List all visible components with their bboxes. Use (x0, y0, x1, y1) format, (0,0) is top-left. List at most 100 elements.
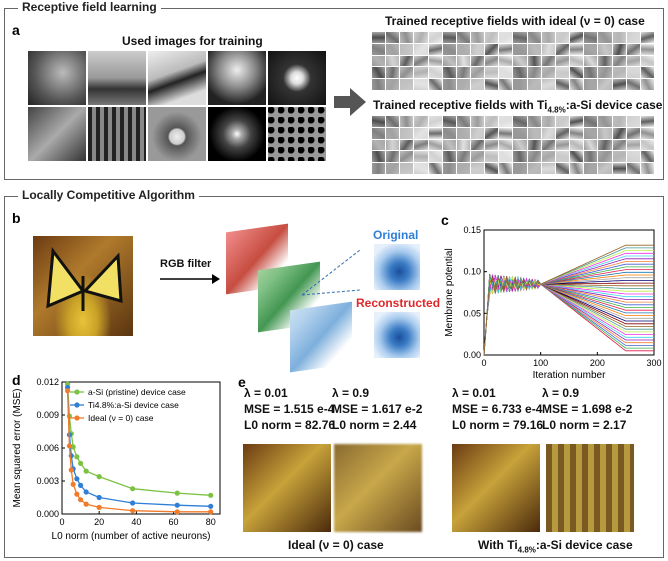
y-tick-label: 0.000 (36, 509, 59, 519)
receptive-field-tile (485, 163, 499, 174)
leopard-image (268, 107, 326, 161)
receptive-field-tile (471, 32, 485, 43)
receptive-field-tile (372, 151, 386, 163)
receptive-field-tile (640, 43, 654, 55)
receptive-field-tile (598, 55, 612, 67)
reconstructed-label: Reconstructed (356, 296, 441, 310)
x-tick-label: 60 (169, 517, 179, 527)
receptive-field-tile (612, 79, 626, 90)
receptive-field-tile (428, 151, 442, 163)
receptive-field-tile (485, 32, 499, 43)
e-caption-lambda: λ = 0.01 (244, 386, 288, 400)
receptive-field-tile (626, 32, 640, 43)
dashed-lines (301, 249, 361, 296)
used-images-title: Used images for training (122, 34, 263, 48)
e-caption-l0: L0 norm = 82.76 (244, 418, 336, 432)
e-caption-lambda: λ = 0.01 (452, 386, 496, 400)
receptive-field-tile (386, 116, 400, 127)
y-tick-label: 0.003 (36, 476, 59, 486)
data-point (77, 482, 84, 488)
receptive-field-tile (612, 127, 626, 139)
receptive-field-tile (598, 127, 612, 139)
receptive-field-tile (584, 32, 598, 43)
x-tick-label: 0 (481, 358, 486, 368)
receptive-field-tile (570, 55, 584, 67)
receptive-field-tile (414, 55, 428, 67)
receptive-field-tile (513, 79, 527, 90)
receptive-field-tile (428, 163, 442, 174)
receptive-field-tile (541, 163, 555, 174)
receptive-field-tile (527, 67, 541, 79)
receptive-field-tile (513, 163, 527, 174)
receptive-field-tile (414, 151, 428, 163)
receptive-field-tile (485, 43, 499, 55)
receptive-field-tile (640, 67, 654, 79)
receptive-field-tile (541, 116, 555, 127)
membrane-trace (483, 271, 654, 356)
receptive-field-tile (400, 116, 414, 127)
data-point (83, 489, 89, 495)
receptive-field-tile (527, 139, 541, 151)
receptive-field-tile (372, 55, 386, 67)
receptive-field-tile (400, 32, 414, 43)
receptive-field-tile (626, 163, 640, 174)
receptive-field-tile (386, 67, 400, 79)
receptive-field-tile (499, 127, 513, 139)
receptive-field-tile (499, 163, 513, 174)
membrane-trace (483, 244, 654, 356)
receptive-field-tile (442, 139, 456, 151)
receptive-field-tile (541, 79, 555, 90)
boat-image (88, 51, 146, 105)
receptive-field-tile (400, 79, 414, 90)
receptive-field-tile (584, 127, 598, 139)
data-point (83, 468, 89, 474)
receptive-field-tile (541, 43, 555, 55)
rgb-filter-label: RGB filter (160, 258, 212, 270)
receptive-field-tile (414, 139, 428, 151)
e-caption-lambda: λ = 0.9 (332, 386, 370, 400)
receptive-field-tile (499, 43, 513, 55)
receptive-field-tile (612, 116, 626, 127)
receptive-field-tile (598, 43, 612, 55)
receptive-field-tile (640, 32, 654, 43)
receptive-field-tile (598, 32, 612, 43)
rf-device-grid (372, 116, 654, 174)
receptive-field-tile (414, 163, 428, 174)
e-caption-mse: MSE = 1.698 e-2 (542, 402, 633, 416)
label-c: c (441, 212, 449, 228)
receptive-field-tile (428, 139, 442, 151)
receptive-field-tile (442, 43, 456, 55)
receptive-field-tile (471, 55, 485, 67)
receptive-field-tile (414, 67, 428, 79)
receptive-field-tile (541, 55, 555, 67)
membrane-chart: 0 100 200 300 0.00 0.05 0.10 0.15 Iteration numb… (444, 225, 662, 381)
receptive-field-tile (456, 139, 471, 151)
y-tick-label: 0.10 (463, 267, 481, 277)
data-point (66, 443, 73, 449)
receptive-field-tile (485, 116, 499, 127)
receptive-field-tile (499, 116, 513, 127)
receptive-field-tile (499, 151, 513, 163)
receptive-field-tile (640, 139, 654, 151)
receptive-field-tile (626, 55, 640, 67)
receptive-field-tile (442, 79, 456, 90)
receptive-field-tile (372, 127, 386, 139)
receptive-field-tile (555, 55, 570, 67)
label-d: d (12, 372, 21, 388)
y-axis-label: Mean squared error (MSE) (12, 389, 23, 508)
receptive-field-tile (640, 116, 654, 127)
data-point (68, 467, 74, 473)
ideal-high-lambda-image (334, 444, 422, 532)
membrane-trace (483, 258, 654, 356)
galaxy-image (208, 107, 266, 161)
receptive-field-tile (598, 116, 612, 127)
receptive-field-tile (527, 55, 541, 67)
rf-ideal-grid (372, 32, 654, 90)
data-point (130, 486, 136, 492)
plot-frame (483, 229, 655, 356)
receptive-field-tile (555, 43, 570, 55)
data-point (77, 460, 84, 466)
receptive-field-tile (456, 163, 471, 174)
receptive-field-tile (485, 67, 499, 79)
e-caption-l0: L0 norm = 2.44 (332, 418, 417, 432)
